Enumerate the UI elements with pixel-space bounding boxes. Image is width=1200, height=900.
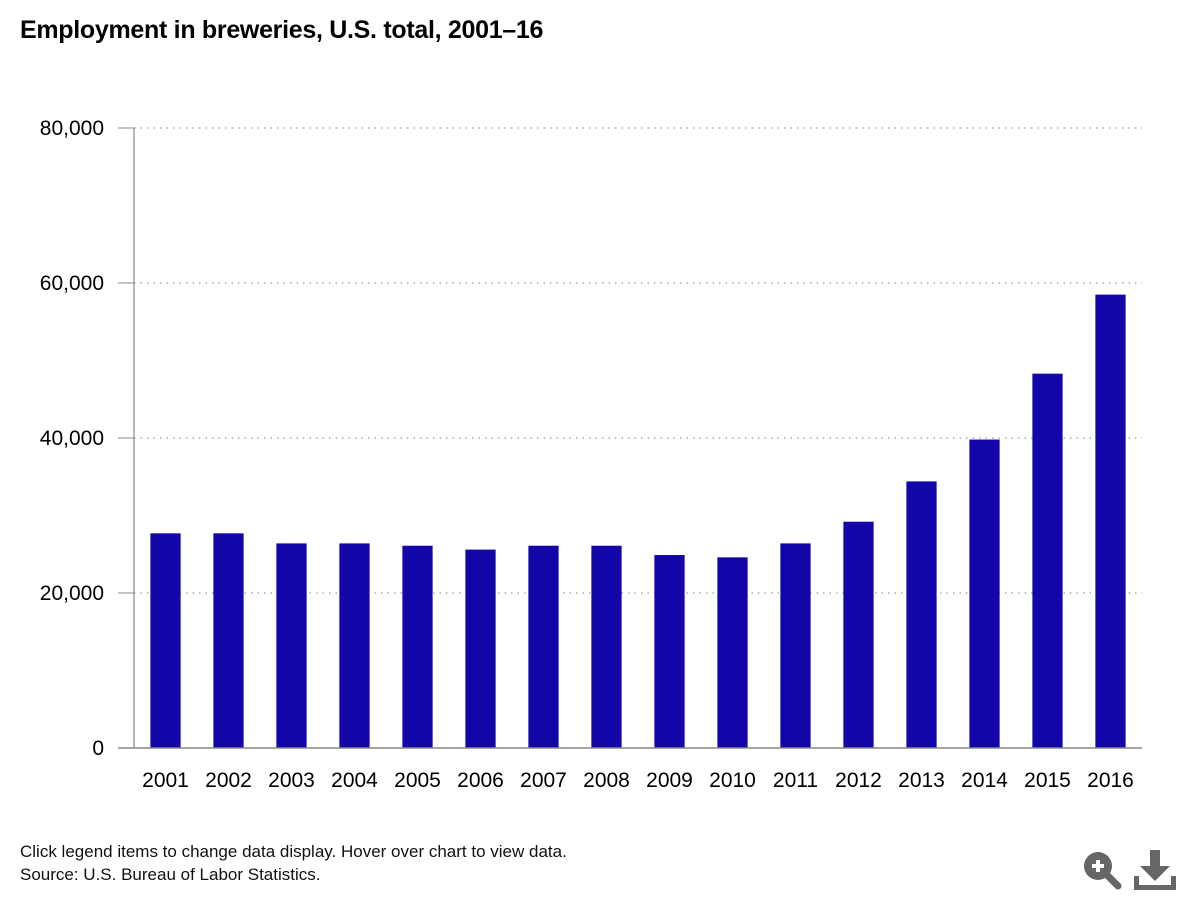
x-tick-label: 2002 [205,769,252,792]
bar-2004[interactable] [339,543,370,748]
x-tick-label: 2010 [709,769,756,792]
footer-source: Source: U.S. Bureau of Labor Statistics. [20,865,321,884]
zoom-button[interactable] [1080,848,1122,890]
x-tick-label: 2008 [583,769,630,792]
bar-2011[interactable] [780,543,811,748]
x-tick-label: 2005 [394,769,441,792]
bar-2001[interactable] [150,533,181,748]
x-tick-label: 2007 [520,769,567,792]
bar-2010[interactable] [717,557,748,748]
bar-2016[interactable] [1095,294,1126,748]
bar-2015[interactable] [1032,373,1063,748]
axes [118,127,1142,749]
y-tick-label: 40,000 [40,427,104,450]
x-tick-label: 2001 [142,769,189,792]
bar-2008[interactable] [591,545,622,748]
x-tick-labels: 2001 2002 2003 2004 2005 2006 2007 2008 2009 2010… [142,769,1134,792]
x-tick-label: 2016 [1087,769,1134,792]
bar-2006[interactable] [465,549,496,748]
chart-title: Employment in breweries, U.S. total, 200… [20,16,544,44]
y-tick-labels: 0 20,000 40,000 60,000 80,000 [40,117,104,760]
y-tick-label: 20,000 [40,582,104,605]
x-tick-label: 2004 [331,769,378,792]
x-tick-label: 2003 [268,769,315,792]
bar-2007[interactable] [528,545,559,748]
chart-footer: Click legend items to change data displa… [20,840,567,886]
y-tick-label: 0 [92,737,104,760]
download-icon [1134,850,1176,890]
zoom-in-icon [1084,852,1122,890]
bar-2009[interactable] [654,555,685,748]
bar-2003[interactable] [276,543,307,748]
bar-2013[interactable] [906,481,937,748]
x-tick-label: 2014 [961,769,1008,792]
x-tick-label: 2006 [457,769,504,792]
footer-instructions: Click legend items to change data displa… [20,842,567,861]
y-tick-label: 80,000 [40,117,104,140]
download-button[interactable] [1132,848,1178,894]
x-tick-label: 2013 [898,769,945,792]
x-tick-label: 2015 [1024,769,1071,792]
bar-2005[interactable] [402,545,433,748]
y-tick-label: 60,000 [40,272,104,295]
bar-2014[interactable] [969,439,1000,748]
bars [150,294,1126,748]
x-tick-label: 2009 [646,769,693,792]
x-tick-label: 2011 [773,769,818,792]
x-tick-label: 2012 [835,769,882,792]
bar-2002[interactable] [213,533,244,748]
bar-2012[interactable] [843,521,874,748]
